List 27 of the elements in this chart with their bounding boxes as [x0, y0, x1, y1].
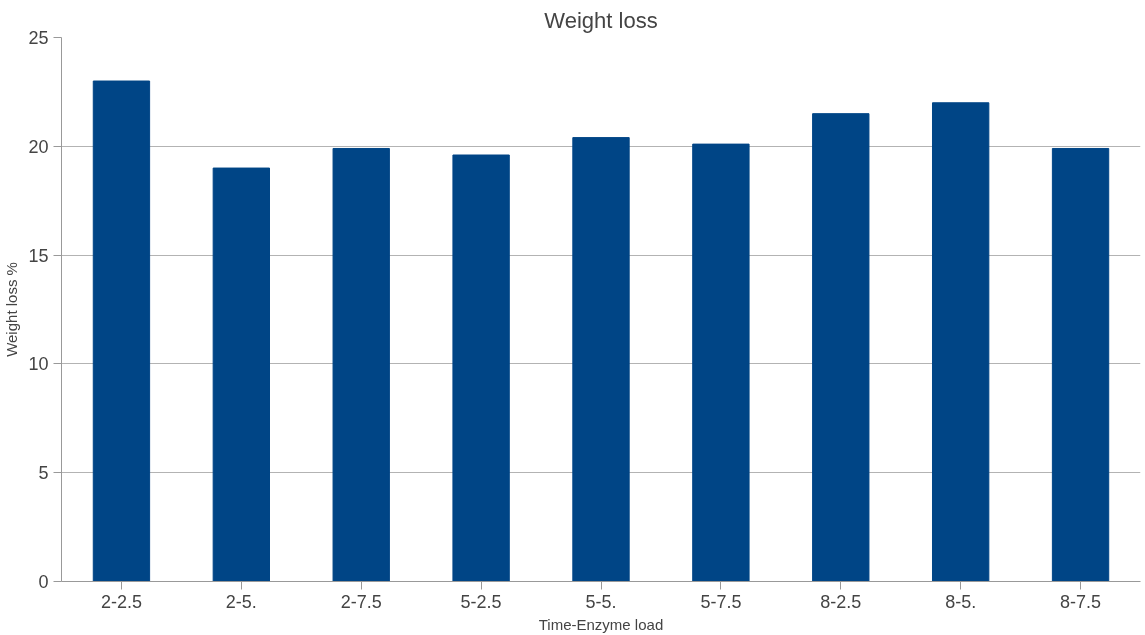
x-tick-label: 8-2.5 [820, 591, 862, 612]
x-tick-label: 2-7.5 [340, 591, 382, 612]
bar [931, 102, 990, 582]
y-tick-label: 10 [28, 354, 49, 375]
y-tick-label: 25 [28, 28, 49, 48]
bar [212, 167, 271, 582]
chart-title: Weight loss [544, 7, 658, 33]
x-tick-label: 2-5. [225, 591, 257, 612]
bar [692, 143, 750, 582]
x-tick-label: 8-7.5 [1060, 591, 1102, 612]
bar [812, 113, 870, 582]
y-axis-title: Weight loss % [3, 262, 21, 357]
x-tick-label: 5-5. [585, 591, 617, 612]
y-tick-label: 15 [28, 245, 49, 266]
bar [572, 137, 630, 582]
y-tick-label: 5 [38, 463, 49, 484]
y-tick-label: 20 [28, 136, 49, 157]
x-tick-label: 5-2.5 [460, 591, 502, 612]
x-tick-label: 2-2.5 [100, 591, 142, 612]
x-tick-label: 8-5. [945, 591, 977, 612]
x-axis-title: Time-Enzyme load [538, 615, 664, 633]
bar [1051, 147, 1110, 582]
bar [332, 147, 390, 582]
bar [452, 154, 510, 582]
x-tick-label: 5-7.5 [700, 591, 742, 612]
y-tick-label: 0 [38, 572, 49, 592]
bar [92, 80, 151, 582]
